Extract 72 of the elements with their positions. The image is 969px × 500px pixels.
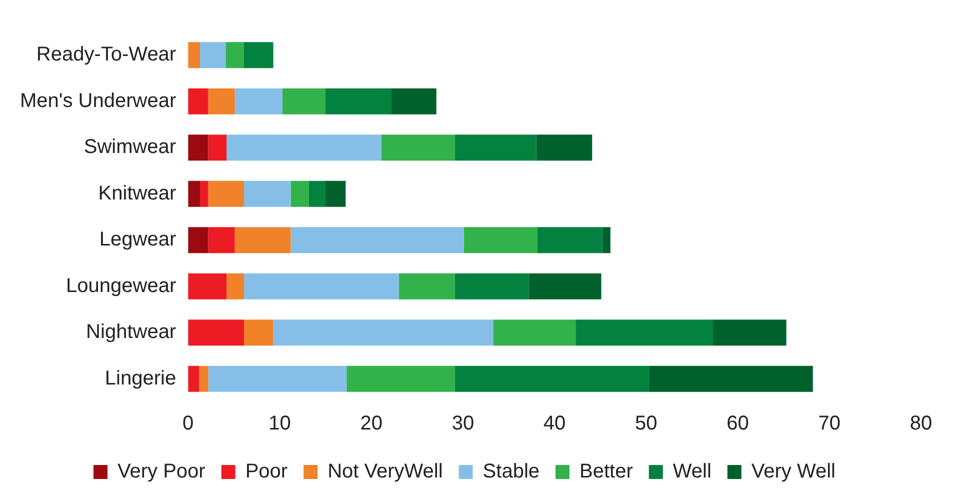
x-tick-label: 10 bbox=[268, 412, 291, 435]
legend-label: Well bbox=[672, 460, 712, 483]
bar bbox=[713, 320, 786, 346]
x-tick-label: 60 bbox=[726, 412, 749, 435]
bar bbox=[200, 180, 208, 207]
bar bbox=[208, 180, 244, 207]
bar bbox=[188, 320, 244, 346]
bar bbox=[290, 227, 464, 254]
bar bbox=[537, 227, 602, 254]
bar bbox=[208, 134, 227, 161]
legend-label: Poor bbox=[245, 460, 288, 483]
bar bbox=[648, 366, 813, 392]
y-tick-label: Men's Underwear bbox=[20, 90, 176, 112]
bar bbox=[346, 366, 455, 392]
x-tick-label: 50 bbox=[635, 412, 658, 435]
bar bbox=[398, 273, 455, 300]
y-tick-label: Knitwear bbox=[98, 182, 176, 204]
bar bbox=[226, 134, 382, 161]
bar bbox=[464, 227, 538, 254]
bar bbox=[273, 320, 494, 346]
y-tick-label: Swimwear bbox=[84, 136, 176, 158]
bar bbox=[454, 273, 529, 300]
bar bbox=[226, 42, 244, 68]
x-tick-label: 40 bbox=[543, 412, 566, 435]
legend-label: Very Poor bbox=[118, 460, 206, 483]
bar bbox=[200, 42, 226, 68]
bar bbox=[208, 88, 235, 114]
bar bbox=[244, 273, 399, 300]
bar bbox=[199, 366, 208, 392]
bar bbox=[234, 227, 291, 254]
x-tick-label: 80 bbox=[910, 412, 932, 435]
legend-label: Not VeryWell bbox=[328, 460, 443, 483]
bar bbox=[244, 320, 274, 346]
bar bbox=[454, 134, 536, 161]
bar bbox=[188, 180, 200, 207]
y-tick-label: Nightwear bbox=[86, 321, 176, 344]
bar bbox=[493, 320, 576, 346]
bar bbox=[244, 180, 291, 207]
bar bbox=[208, 366, 347, 392]
x-tick-label: 20 bbox=[360, 412, 382, 435]
bar bbox=[391, 88, 436, 114]
bar bbox=[454, 366, 649, 392]
bar bbox=[602, 227, 610, 254]
y-tick-label: Legwear bbox=[99, 228, 176, 251]
x-tick-label: 70 bbox=[818, 412, 841, 435]
bar bbox=[290, 180, 310, 207]
bar bbox=[309, 180, 326, 207]
legend-label: Stable bbox=[482, 460, 540, 483]
bar bbox=[528, 273, 602, 300]
legend-label: Very Well bbox=[751, 460, 836, 483]
bar bbox=[282, 88, 326, 114]
bar bbox=[576, 320, 714, 346]
x-tick-label: 0 bbox=[182, 412, 194, 435]
bar bbox=[208, 227, 235, 254]
bar bbox=[188, 273, 227, 300]
bar bbox=[381, 134, 455, 161]
y-tick-label: Ready-To-Wear bbox=[36, 44, 176, 66]
x-tick-label: 30 bbox=[452, 412, 474, 435]
legend-label: Better bbox=[580, 460, 634, 483]
y-tick-label: Loungewear bbox=[66, 274, 176, 297]
bar bbox=[188, 227, 208, 254]
bar bbox=[188, 134, 208, 161]
bar bbox=[188, 42, 200, 68]
bar bbox=[226, 273, 244, 300]
bar bbox=[188, 88, 208, 114]
bar bbox=[244, 42, 274, 68]
y-tick-label: Lingerie bbox=[104, 367, 176, 390]
bar bbox=[326, 180, 346, 207]
bar bbox=[234, 88, 282, 114]
bar bbox=[188, 366, 200, 392]
bar bbox=[536, 134, 592, 161]
bar bbox=[326, 88, 392, 114]
